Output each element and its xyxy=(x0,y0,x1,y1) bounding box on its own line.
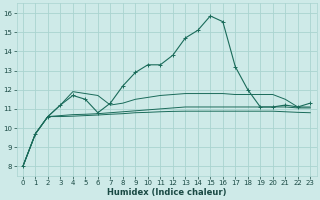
X-axis label: Humidex (Indice chaleur): Humidex (Indice chaleur) xyxy=(107,188,226,197)
